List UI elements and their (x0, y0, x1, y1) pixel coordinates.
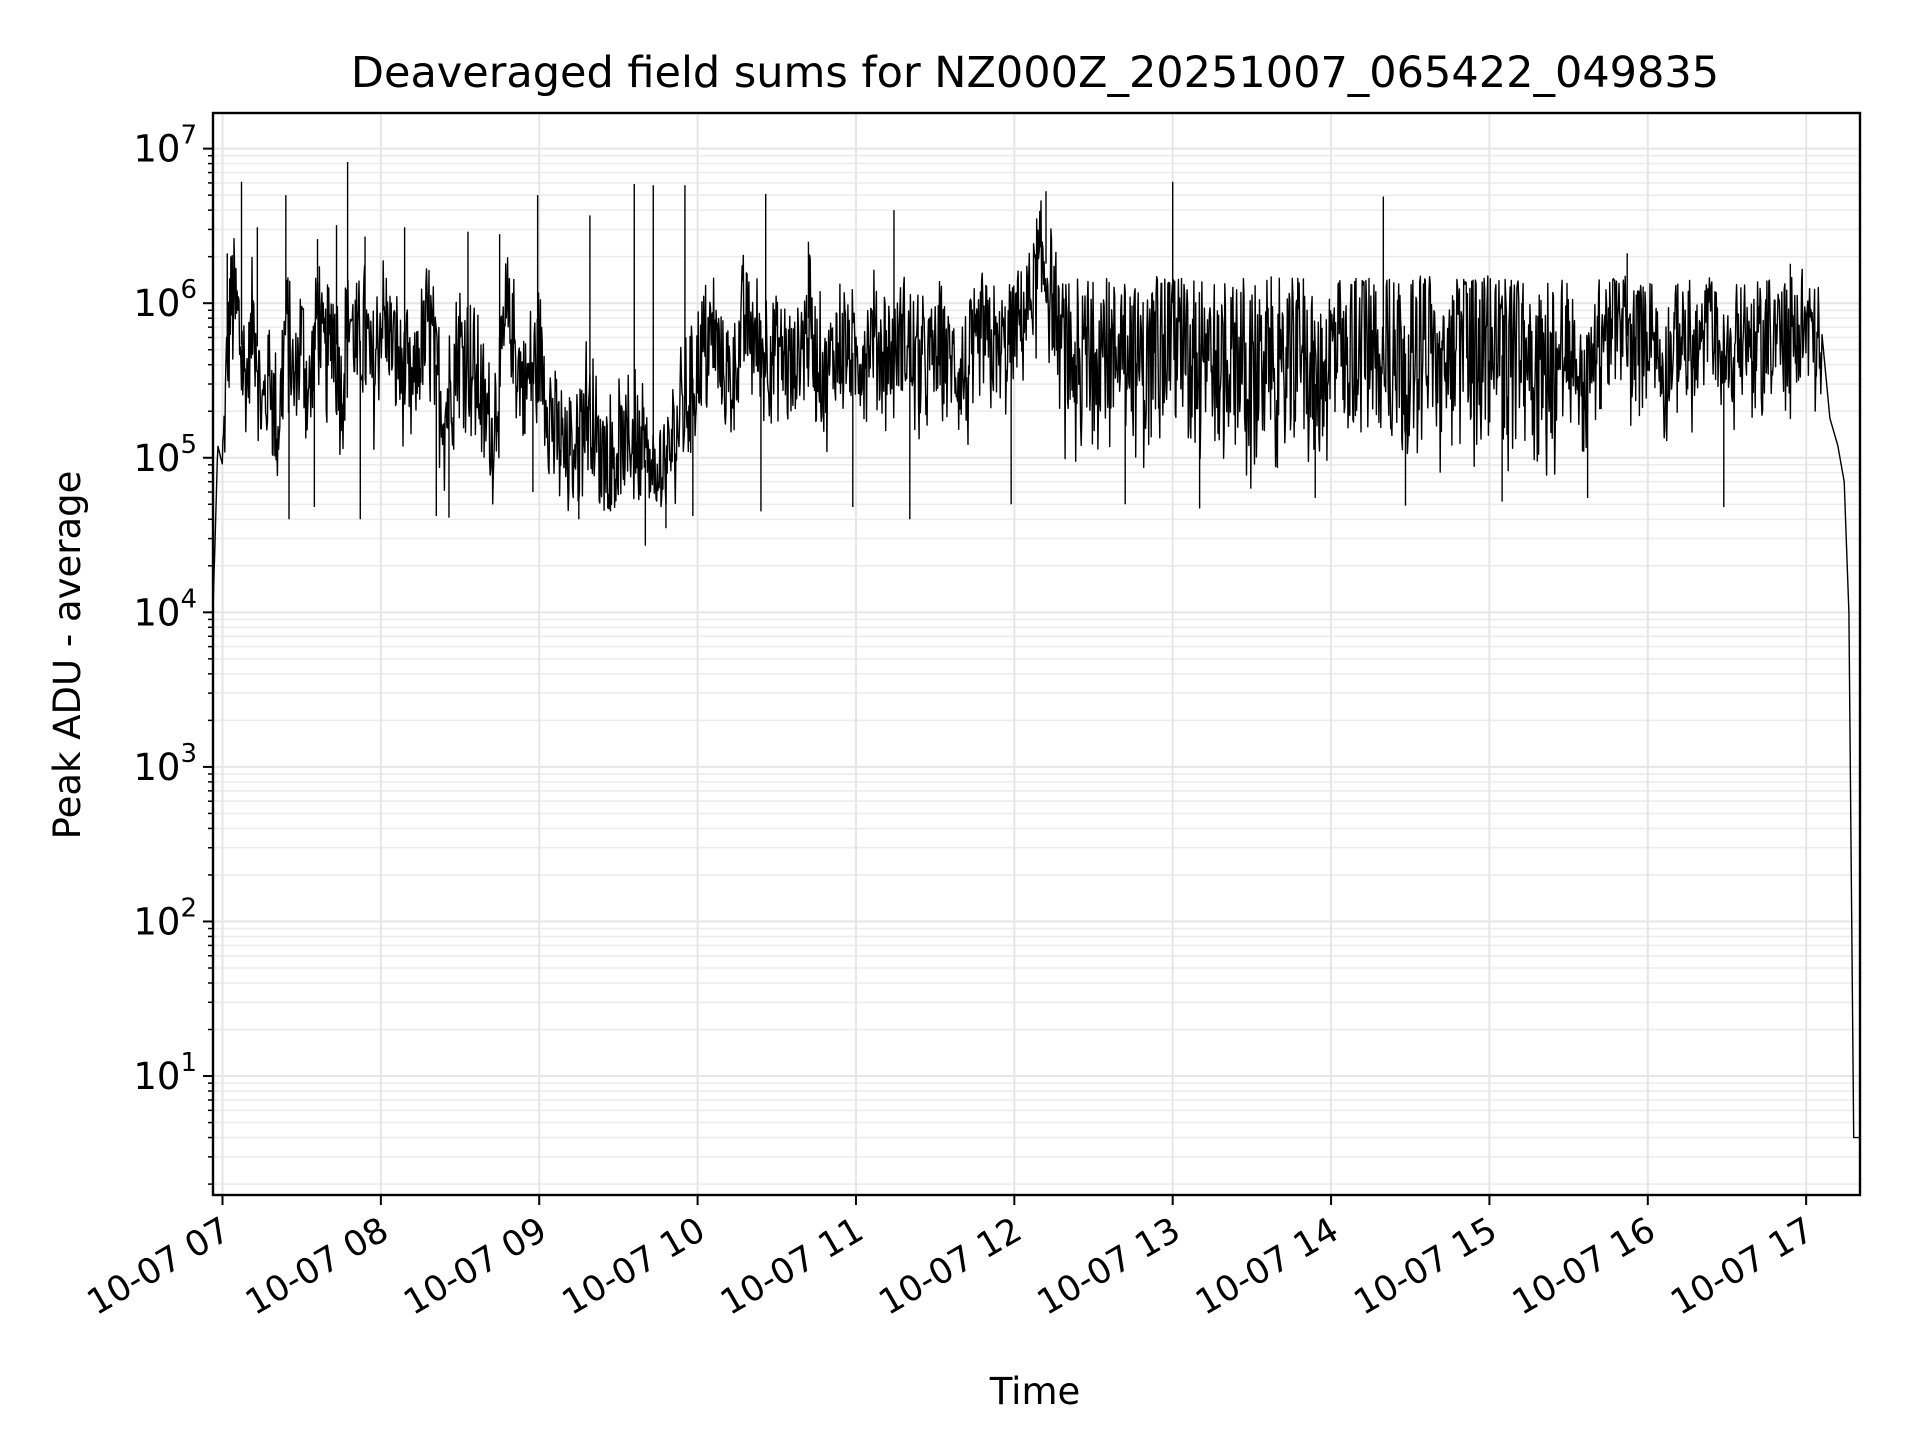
y-tick-base: 10 (133, 591, 180, 634)
x-axis-label: Time (989, 1370, 1081, 1413)
y-tick-exponent: 1 (180, 1048, 197, 1078)
y-tick-label: 106 (133, 275, 197, 325)
y-tick-base: 10 (133, 746, 180, 789)
plot-frame (211, 111, 1862, 1197)
grid (213, 113, 1860, 1195)
y-tick-base: 10 (133, 437, 180, 480)
y-tick-exponent: 4 (180, 584, 197, 614)
y-tick-exponent: 6 (180, 275, 197, 305)
y-tick-base: 10 (133, 128, 180, 171)
y-tick-label: 107 (133, 121, 197, 171)
y-axis-label: Peak ADU - average (46, 471, 89, 840)
y-tick-exponent: 5 (180, 430, 197, 460)
y-tick-base: 10 (133, 1055, 180, 1098)
y-tick-base: 10 (133, 282, 180, 325)
y-tick-label: 105 (133, 430, 197, 480)
series-line (212, 200, 1860, 1139)
y-tick-label: 103 (133, 739, 197, 789)
chart-title: Deaveraged field sums for NZ000Z_2025100… (351, 48, 1719, 98)
y-tick-label: 102 (133, 893, 197, 943)
series-layer (212, 161, 1860, 1139)
y-tick-exponent: 7 (180, 121, 197, 151)
y-tick-label: 104 (133, 584, 197, 634)
y-tick-exponent: 2 (180, 893, 197, 923)
y-tick-exponent: 3 (180, 739, 197, 769)
y-tick-base: 10 (133, 900, 180, 943)
y-tick-label: 101 (133, 1048, 197, 1098)
